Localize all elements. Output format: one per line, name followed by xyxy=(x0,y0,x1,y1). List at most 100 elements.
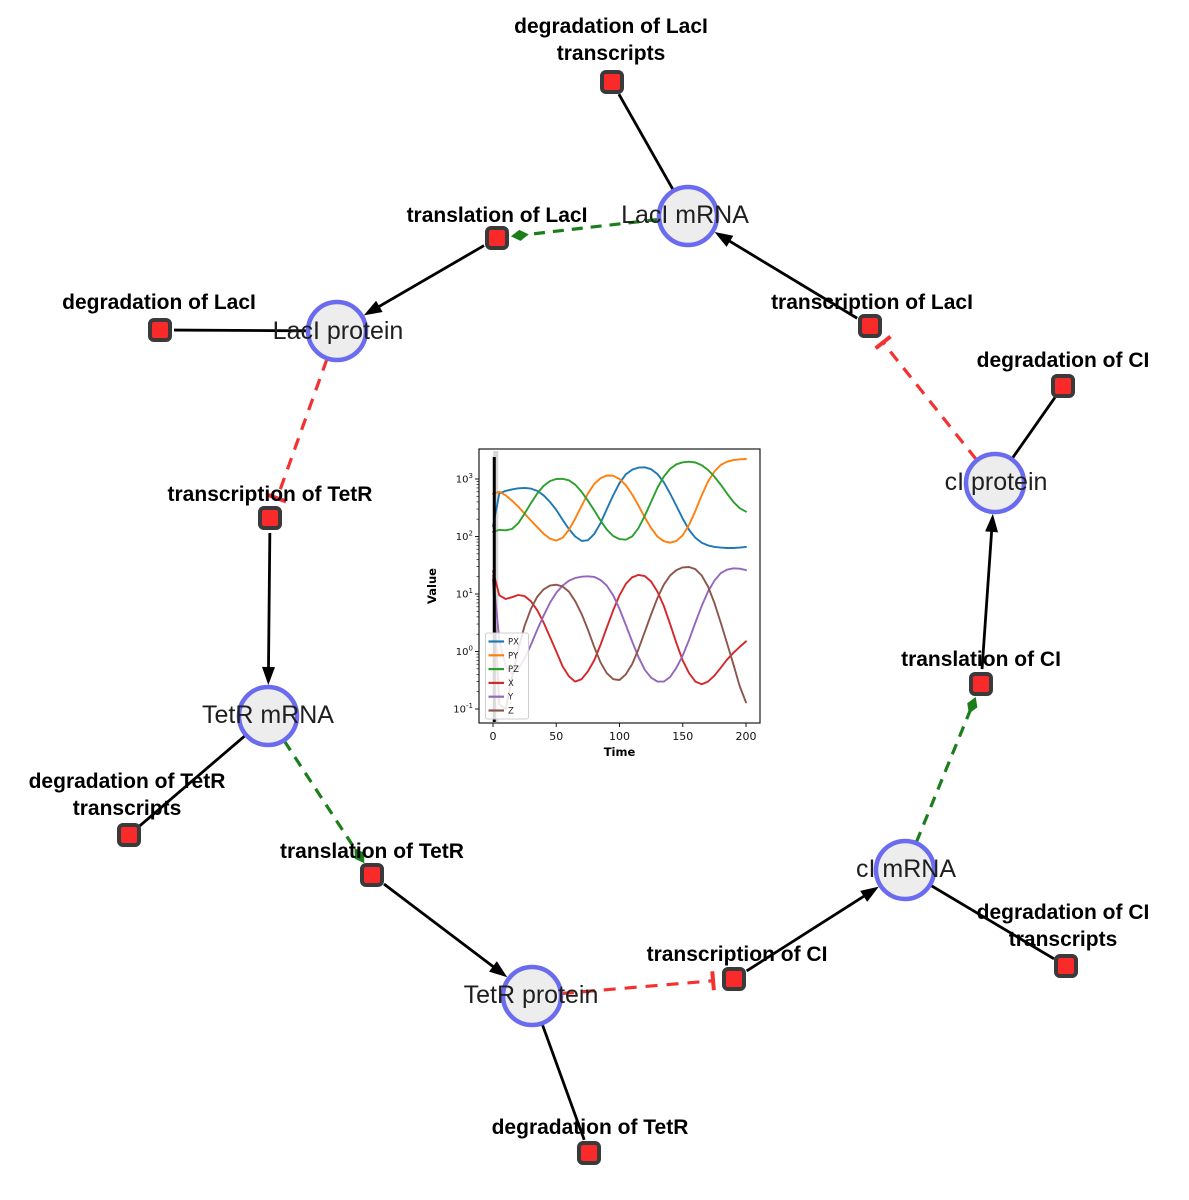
y-tick-label: 10-1 xyxy=(453,702,473,716)
edge-inhibition-laci-protein--transcription-tetr xyxy=(275,358,329,499)
species-node-laci-protein[interactable] xyxy=(305,299,369,363)
edge-inhibition-ci-protein--transcription-laci-tbar xyxy=(874,334,892,350)
simulation-plot-inset: 0 50 100 150 200 Time 103 102 101 100 10-1 Value PX P… xyxy=(425,437,775,771)
y-tick-label: 103 xyxy=(456,472,473,486)
reaction-node-translation-ci[interactable] xyxy=(969,672,993,696)
legend-label-PX: PX xyxy=(508,638,519,648)
series-line-PY xyxy=(492,458,747,544)
edge-production-translation-tetr--tetr-protein-arrowhead xyxy=(488,961,508,978)
edge-consumption-tetr-protein--deg-tetr xyxy=(540,1023,586,1141)
edge-inhibition-laci-protein--transcription-tetr-tbar xyxy=(267,493,287,504)
species-node-laci-mrna[interactable] xyxy=(656,184,720,248)
species-label-ci-mrna: cI mRNA xyxy=(856,855,956,883)
edge-production-translation-laci--laci-protein xyxy=(371,244,485,312)
edge-modifier-laci-mrna--translation-laci xyxy=(525,217,659,237)
legend-label-PY: PY xyxy=(508,651,519,661)
edge-consumption-tetr-mrna--deg-tetr-transcripts xyxy=(138,734,247,827)
reaction-label-deg-ci-transcripts-line2: transcripts xyxy=(1009,928,1118,951)
legend-label-PZ: PZ xyxy=(508,665,519,675)
reaction-label-deg-ci-transcripts: degradation of CI xyxy=(977,901,1150,924)
reaction-node-deg-ci-transcripts[interactable] xyxy=(1054,954,1078,978)
reaction-node-translation-tetr[interactable] xyxy=(360,863,384,887)
edge-layer xyxy=(138,93,1057,1141)
reaction-label-translation-tetr: translation of TetR xyxy=(280,840,464,863)
x-tick-label: 150 xyxy=(672,730,693,743)
reaction-node-transcription-ci[interactable] xyxy=(722,967,746,991)
reaction-label-deg-laci-transcripts: degradation of LacI xyxy=(514,15,708,38)
x-tick-label: 50 xyxy=(549,730,563,743)
reaction-node-deg-laci[interactable] xyxy=(148,318,172,342)
species-label-laci-mrna: LacI mRNA xyxy=(621,201,749,229)
series-line-Y xyxy=(492,567,747,683)
legend-label-Y: Y xyxy=(507,693,514,703)
reaction-label-deg-tetr-transcripts-line2: transcripts xyxy=(73,797,182,820)
edge-production-translation-ci--ci-protein-arrowhead xyxy=(985,513,999,533)
reaction-label-deg-laci-transcripts-line2: transcripts xyxy=(557,42,666,65)
reaction-label-deg-tetr-transcripts: degradation of TetR xyxy=(29,770,226,793)
edge-production-transcription-ci--ci-mrna xyxy=(745,890,872,973)
species-node-ci-mrna[interactable] xyxy=(873,838,937,902)
edge-consumption-laci-protein--deg-laci xyxy=(173,328,308,333)
reaction-label-deg-laci: degradation of LacI xyxy=(62,291,256,314)
species-node-tetr-protein[interactable] xyxy=(500,964,564,1028)
species-node-ci-protein[interactable] xyxy=(963,451,1027,515)
edge-modifier-tetr-mrna--translation-tetr-diamond xyxy=(354,848,365,864)
x-tick-label: 100 xyxy=(609,730,630,743)
edge-production-transcription-tetr--tetr-mrna-arrowhead xyxy=(261,666,275,686)
reaction-node-translation-laci[interactable] xyxy=(485,226,509,250)
reaction-node-transcription-laci[interactable] xyxy=(858,314,882,338)
edge-production-transcription-laci--laci-mrna-arrowhead xyxy=(714,232,734,247)
reaction-label-transcription-ci: transcription of CI xyxy=(647,943,828,966)
edge-consumption-ci-mrna--deg-ci-transcripts xyxy=(930,884,1055,961)
edge-modifier-ci-mrna--translation-ci-diamond xyxy=(967,696,978,714)
edge-consumption-ci-protein--deg-ci xyxy=(1011,396,1057,460)
time-series-chart: 0 50 100 150 200 Time 103 102 101 100 10-1 Value PX P… xyxy=(425,448,761,759)
series-line-X xyxy=(492,570,747,686)
series-line-Z xyxy=(492,566,747,710)
node-layer xyxy=(117,70,1078,1165)
y-axis-label: Value xyxy=(427,568,439,604)
reaction-node-deg-laci-transcripts[interactable] xyxy=(600,70,624,94)
edge-consumption-laci-mrna--deg-laci-transcripts xyxy=(617,93,675,191)
reaction-label-transcription-laci: transcription of LacI xyxy=(771,291,973,314)
reaction-label-deg-tetr: degradation of TetR xyxy=(492,1116,689,1139)
legend-label-Z: Z xyxy=(508,707,514,717)
species-label-tetr-protein: TetR protein xyxy=(464,981,599,1009)
legend-box xyxy=(485,632,529,720)
reaction-label-deg-ci: degradation of CI xyxy=(977,349,1150,372)
reaction-node-transcription-tetr[interactable] xyxy=(258,506,282,530)
edge-production-translation-ci--ci-protein xyxy=(980,523,994,670)
y-tick-label: 102 xyxy=(456,530,473,544)
edge-inhibition-ci-protein--transcription-laci xyxy=(881,341,978,461)
edge-production-translation-tetr--tetr-protein xyxy=(383,882,501,973)
reaction-node-deg-tetr-transcripts[interactable] xyxy=(117,823,141,847)
species-label-laci-protein: LacI protein xyxy=(273,317,404,345)
species-label-tetr-mrna: TetR mRNA xyxy=(202,701,334,729)
edge-production-transcription-tetr--tetr-mrna xyxy=(267,532,272,676)
reaction-label-translation-ci: translation of CI xyxy=(901,648,1061,671)
reaction-label-transcription-tetr: transcription of TetR xyxy=(168,483,373,506)
edge-production-transcription-laci--laci-mrna xyxy=(722,236,858,320)
series-line-PZ xyxy=(492,460,747,541)
y-tick-label: 100 xyxy=(456,645,473,659)
legend-label-X: X xyxy=(508,679,514,689)
edge-modifier-tetr-mrna--translation-tetr xyxy=(283,740,358,852)
species-label-ci-protein: cI protein xyxy=(945,468,1048,496)
x-tick-label: 0 xyxy=(490,730,497,743)
edge-modifier-laci-mrna--translation-laci-diamond xyxy=(510,229,529,241)
edge-production-transcription-ci--ci-mrna-arrowhead xyxy=(860,886,879,902)
reaction-node-deg-ci[interactable] xyxy=(1051,374,1075,398)
x-axis-label: Time xyxy=(604,745,636,759)
edge-modifier-ci-mrna--translation-ci xyxy=(914,710,972,843)
x-tick-label: 200 xyxy=(736,730,757,743)
y-tick-label: 101 xyxy=(456,587,473,601)
series-line-PX xyxy=(492,466,747,549)
edge-inhibition-tetr-protein--transcription-ci xyxy=(561,979,714,996)
reaction-label-translation-laci: translation of LacI xyxy=(407,204,588,227)
reaction-node-deg-tetr[interactable] xyxy=(577,1141,601,1165)
label-layer: LacI mRNA LacI protein TetR mRNA TetR prote… xyxy=(29,15,1150,1139)
species-node-tetr-mrna[interactable] xyxy=(236,684,300,748)
edge-inhibition-tetr-protein--transcription-ci-tbar xyxy=(710,971,716,991)
